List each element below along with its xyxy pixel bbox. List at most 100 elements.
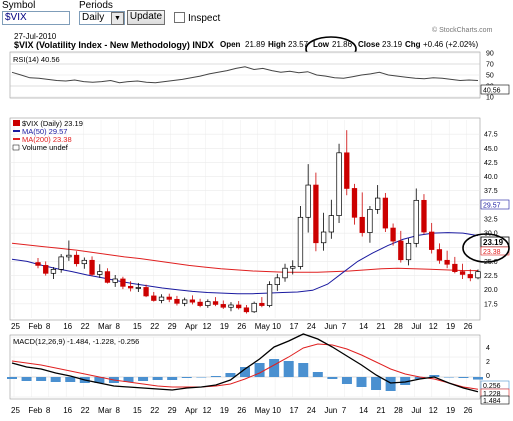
x-tick-label: 7 <box>342 322 347 331</box>
candle-body <box>444 259 450 265</box>
macd-histogram-bar <box>429 375 440 377</box>
candle-body <box>112 278 118 283</box>
candle-body <box>43 265 49 274</box>
watermark: © StockCharts.com <box>432 26 493 34</box>
high-value: 23.57 <box>288 40 309 49</box>
x-tick-label: May <box>255 322 270 331</box>
x-tick-label: Feb <box>28 322 42 331</box>
x-tick-label: 17 <box>290 406 299 415</box>
ma50-value-badge <box>480 199 510 210</box>
candle-body <box>475 271 481 279</box>
candle-body <box>97 271 103 275</box>
legend-volume: Volume undef <box>22 143 69 152</box>
periods-value: Daily <box>82 12 105 23</box>
macd-histogram-bar <box>283 361 294 377</box>
candle-body <box>374 197 381 210</box>
macd-histogram-bar <box>254 363 265 377</box>
candle-body <box>266 284 273 306</box>
x-tick-label: Jun <box>324 406 337 415</box>
x-tick-label: 22 <box>81 406 90 415</box>
x-tick-label: 19 <box>446 406 455 415</box>
candle-body <box>50 268 57 274</box>
price-tick-label: 37.5 <box>484 188 498 195</box>
macd-histogram-bar <box>356 377 367 387</box>
low-label: Low <box>313 40 330 49</box>
macd-histogram-bar <box>94 377 105 383</box>
x-tick-label: 14 <box>359 406 368 415</box>
x-tick-label: 8 <box>46 406 51 415</box>
x-tick-label: 12 <box>202 322 211 331</box>
candle-body <box>120 278 126 287</box>
candle-body <box>151 295 157 301</box>
x-tick-label: Feb <box>28 406 42 415</box>
x-tick-label: Jun <box>324 322 337 331</box>
candle-body <box>174 298 180 304</box>
x-tick-label: 8 <box>46 322 51 331</box>
macd-value-badge <box>480 395 510 405</box>
chg-value: +0.46 (+2.02%) <box>423 40 478 49</box>
macd-signal-line <box>11 343 479 390</box>
macd-histogram-bar <box>7 377 17 379</box>
legend-volume-swatch <box>12 144 20 151</box>
candle-body <box>336 152 342 216</box>
macd-histogram-bar <box>152 377 163 380</box>
x-tick-label: 12 <box>202 406 211 415</box>
candle-body <box>390 227 396 242</box>
x-tick-label: Mar <box>98 406 112 415</box>
x-tick-label: 8 <box>115 322 120 331</box>
legend-ma200-swatch <box>13 138 20 140</box>
candle-body <box>58 256 64 270</box>
x-tick-label: 25 <box>11 406 20 415</box>
macd-histogram-bar <box>181 377 192 378</box>
close-value: 23.19 <box>382 40 403 49</box>
candle-body <box>290 266 296 269</box>
candle-body <box>104 271 111 283</box>
date-label: 27-Jul-2010 <box>14 32 57 41</box>
macd-signal-label: 1.228 <box>483 391 501 398</box>
x-tick-label: 15 <box>133 406 142 415</box>
legend-ma50-swatch <box>13 130 20 132</box>
macd-histogram-bar <box>240 367 250 377</box>
x-tick-label: 21 <box>377 406 386 415</box>
inspect-label: Inspect <box>188 13 221 24</box>
rsi-tick-label: 10 <box>486 95 494 102</box>
macd-histogram-bar <box>21 377 32 381</box>
candle-body <box>274 277 280 285</box>
symbol-input[interactable]: $VIX <box>2 11 70 25</box>
inspect-checkbox[interactable] <box>174 12 185 23</box>
chg-label: Chg <box>405 40 421 49</box>
candle-body <box>320 231 327 244</box>
candle-body <box>158 296 165 301</box>
candle-body <box>189 299 196 303</box>
macd-histogram-bar <box>65 377 76 382</box>
rsi-value-badge <box>480 84 510 95</box>
x-tick-label: 26 <box>464 322 473 331</box>
rsi-legend: RSI(14) 40.56 <box>13 55 60 64</box>
x-tick-label: 22 <box>150 406 159 415</box>
x-tick-label: 16 <box>63 406 72 415</box>
candle-body <box>413 199 419 244</box>
x-tick-label: Apr <box>185 322 198 331</box>
legend-vix: $VIX (Daily) 23.19 <box>22 119 83 128</box>
x-tick-label: 21 <box>377 322 386 331</box>
candle-body <box>282 267 288 279</box>
macd-histogram-bar <box>210 376 221 377</box>
price-tick-label: 47.5 <box>484 132 498 139</box>
candle-body <box>297 216 304 267</box>
macd-histogram-bar <box>414 377 425 379</box>
price-tick-label: 42.5 <box>484 160 498 167</box>
macd-histogram-bar <box>123 377 134 382</box>
price-tick-label: 20.0 <box>484 287 498 294</box>
candle-body <box>305 184 311 218</box>
macd-tick-2: 2 <box>486 359 490 366</box>
periods-label: Periods <box>79 0 113 11</box>
candle-body <box>344 152 350 189</box>
candle-body <box>73 254 80 265</box>
ma50-value-label: 29.57 <box>483 203 501 210</box>
chevron-down-icon[interactable]: ▼ <box>111 12 124 25</box>
legend-ma200: MA(200) 23.38 <box>22 135 72 144</box>
macd-histogram-bar <box>400 377 411 385</box>
x-tick-label: 26 <box>237 322 246 331</box>
update-button[interactable]: Update <box>127 10 165 25</box>
